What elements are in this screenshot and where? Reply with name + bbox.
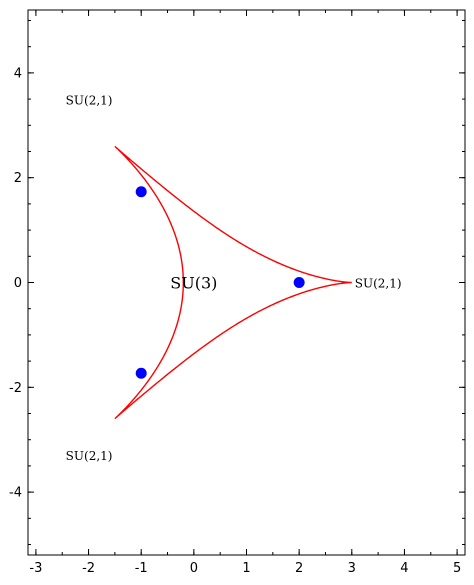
y-tick-label: 0: [14, 276, 22, 291]
data-point: [135, 367, 147, 379]
x-tick-label: 1: [242, 561, 250, 576]
y-tick-label: -4: [9, 486, 22, 501]
marked-points: [135, 186, 305, 379]
y-tick-label: -2: [9, 381, 22, 396]
series-curve: [114, 145, 352, 420]
y-tick-label: 4: [14, 66, 22, 81]
x-tick-label: -3: [29, 561, 42, 576]
annotation-label: SU(2,1): [66, 94, 113, 108]
data-point: [135, 186, 147, 198]
x-tick-label: 0: [190, 561, 198, 576]
annotations: SU(3) SU(2,1) SU(2,1) SU(2,1): [66, 94, 402, 463]
y-tick-label: 2: [14, 171, 22, 186]
data-point: [293, 277, 305, 288]
x-tick-label: 4: [400, 561, 408, 576]
annotation-label: SU(3): [170, 274, 217, 293]
x-tick-label: 5: [453, 561, 461, 576]
x-tick-label: -1: [135, 561, 148, 576]
tick-labels: -3 -2 -1 0 1 2 3 4 5 -4 -2 0 2 4: [9, 66, 461, 576]
x-tick-label: -2: [82, 561, 95, 576]
x-tick-label: 2: [295, 561, 303, 576]
axis-ticks: [28, 10, 465, 555]
x-tick-label: 3: [348, 561, 356, 576]
annotation-label: SU(2,1): [66, 449, 113, 463]
annotation-label: SU(2,1): [355, 277, 402, 291]
